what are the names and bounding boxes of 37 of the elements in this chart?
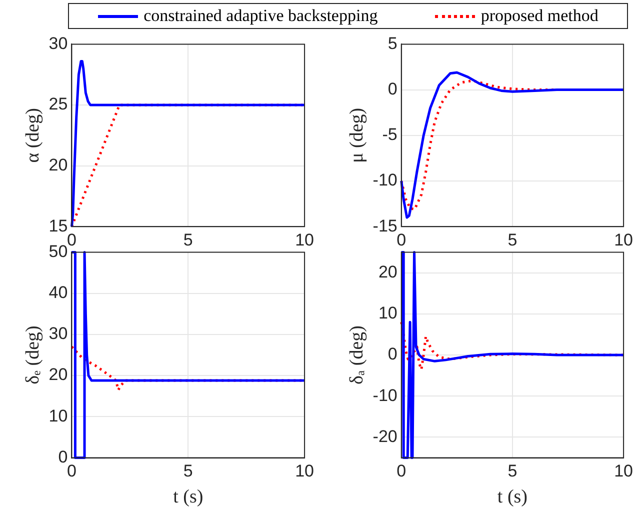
y-axis-title: δₑ (deg) bbox=[22, 326, 44, 384]
x-tick-label: 10 bbox=[295, 462, 314, 481]
y-tick-label: 20 bbox=[48, 155, 68, 174]
line-series bbox=[400, 320, 625, 371]
x-tick-label: 5 bbox=[508, 230, 518, 250]
y-tick-label: 20 bbox=[378, 262, 398, 282]
y-axis-title: δₐ (deg) bbox=[346, 326, 368, 384]
y-tick-label: -10 bbox=[372, 170, 398, 190]
x-tick-label: 5 bbox=[508, 462, 518, 481]
y-tick-label: 5 bbox=[388, 34, 398, 53]
x-tick-label: 5 bbox=[183, 462, 193, 481]
y-tick-label: 40 bbox=[48, 283, 68, 302]
y-tick-label: -10 bbox=[372, 386, 398, 405]
x-axis-title: t (s) bbox=[497, 486, 528, 508]
y-tick-label: 30 bbox=[48, 34, 68, 53]
y-tick-label: 0 bbox=[388, 344, 398, 364]
x-tick-label: 10 bbox=[295, 230, 314, 250]
y-tick-label: -15 bbox=[372, 216, 398, 236]
y-tick-label: 15 bbox=[48, 216, 68, 236]
y-tick-label: -5 bbox=[382, 125, 398, 144]
legend-label: proposed method bbox=[480, 6, 598, 26]
y-tick-label: 0 bbox=[58, 447, 68, 466]
y-tick-label: 30 bbox=[48, 324, 68, 344]
y-tick-label: 10 bbox=[48, 406, 68, 426]
x-tick-label: 5 bbox=[183, 230, 193, 250]
x-axis-title: t (s) bbox=[173, 486, 204, 508]
y-tick-label: 0 bbox=[388, 79, 398, 98]
y-axis-title: μ (deg) bbox=[346, 108, 368, 163]
y-axis-title: α (deg) bbox=[22, 108, 44, 163]
legend-label: constrained adaptive backstepping bbox=[144, 6, 378, 26]
y-tick-label: 10 bbox=[378, 304, 398, 323]
x-tick-label: 10 bbox=[614, 462, 634, 481]
y-tick-label: 50 bbox=[48, 242, 68, 261]
y-tick-label: -20 bbox=[372, 426, 398, 446]
y-tick-label: 25 bbox=[48, 94, 68, 114]
y-tick-label: 20 bbox=[48, 365, 68, 384]
x-tick-label: 10 bbox=[614, 230, 634, 250]
